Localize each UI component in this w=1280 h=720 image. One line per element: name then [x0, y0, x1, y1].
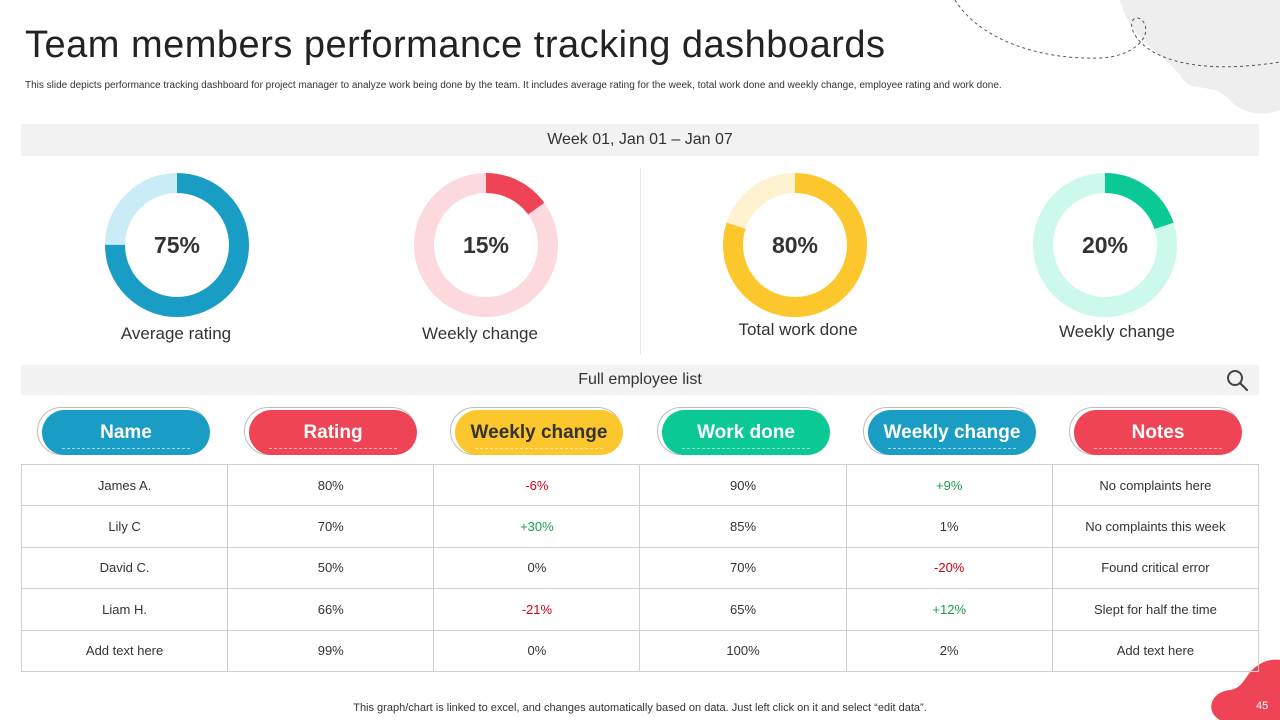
weekly-change-metric: 15% Weekly change	[385, 170, 585, 350]
cell-weekly-change: +12%	[845, 588, 1053, 631]
cell-weekly-change: -21%	[433, 588, 641, 631]
metric-label: Weekly change	[1059, 322, 1175, 341]
pill-decoration	[888, 448, 1016, 449]
cell-notes: Slept for half the time	[1051, 588, 1260, 631]
metric-value: 75%	[153, 231, 201, 258]
donut-chart	[414, 173, 558, 317]
cell-rating: 50%	[227, 546, 435, 590]
cell-work-done: 100%	[639, 629, 847, 672]
average-rating-metric: 75% Average rating	[76, 170, 276, 350]
cell-notes: Found critical error	[1051, 546, 1260, 590]
cell-weekly-change: +30%	[433, 505, 641, 548]
page-title: Team members performance tracking dashbo…	[25, 24, 886, 66]
column-header-label: Weekly change	[470, 421, 608, 443]
donut-chart	[105, 173, 249, 317]
metric-value: 15%	[462, 231, 510, 258]
table-row[interactable]: David C. 50% 0% 70% -20% Found critical …	[20, 546, 1260, 590]
cell-name: Lily C	[20, 505, 229, 548]
decorative-corner-shape	[954, 0, 1280, 114]
cell-work-done: 70%	[639, 546, 847, 590]
pill-decoration	[62, 448, 190, 449]
cell-name: Liam H.	[20, 588, 229, 631]
employee-list-label: Full employee list	[578, 371, 702, 388]
employee-list-band: Full employee list	[21, 365, 1259, 395]
metric-value: 80%	[771, 231, 819, 258]
cell-notes: Add text here	[1051, 629, 1260, 672]
cell-weekly-change: -20%	[845, 546, 1053, 590]
column-header-label: Rating	[303, 421, 363, 443]
cell-weekly-change: 1%	[845, 505, 1053, 548]
total-work-done-metric: 80% Total work done	[694, 170, 894, 350]
column-header-weekly-change[interactable]: Weekly change	[450, 407, 627, 458]
decorative-corner-shape	[1211, 659, 1280, 720]
cell-weekly-change: -6%	[433, 463, 641, 507]
column-header-work-done[interactable]: Work done	[657, 407, 834, 458]
pill-decoration	[269, 448, 397, 449]
metric-label: Total work done	[738, 320, 858, 339]
cell-work-done: 85%	[639, 505, 847, 548]
employee-table: James A. 80% -6% 90% +9% No complaints h…	[20, 463, 1260, 672]
cell-name: David C.	[20, 546, 229, 590]
column-header-name[interactable]: Name	[37, 407, 214, 458]
cell-rating: 99%	[227, 629, 435, 672]
cell-name: James A.	[20, 463, 229, 507]
cell-weekly-change: 0%	[433, 629, 641, 672]
week-label: Week 01, Jan 01 – Jan 07	[547, 131, 733, 148]
table-row[interactable]: James A. 80% -6% 90% +9% No complaints h…	[20, 463, 1260, 507]
section-divider	[640, 168, 641, 354]
week-band: Week 01, Jan 01 – Jan 07	[21, 124, 1259, 156]
cell-notes: No complaints this week	[1051, 505, 1260, 548]
column-header-rating[interactable]: Rating	[244, 407, 421, 458]
metric-value: 20%	[1081, 231, 1129, 258]
column-header-label: Name	[100, 421, 152, 443]
metric-label: Weekly change	[422, 324, 538, 343]
column-header-weekly-change[interactable]: Weekly change	[863, 407, 1040, 458]
donut-chart	[723, 173, 867, 317]
cell-rating: 80%	[227, 463, 435, 507]
cell-notes: No complaints here	[1051, 463, 1260, 507]
pill-decoration	[475, 448, 603, 449]
table-row[interactable]: Lily C 70% +30% 85% 1% No complaints thi…	[20, 505, 1260, 548]
table-row[interactable]: Liam H. 66% -21% 65% +12% Slept for half…	[20, 588, 1260, 631]
cell-weekly-change: 0%	[433, 546, 641, 590]
column-header-notes[interactable]: Notes	[1069, 407, 1246, 458]
cell-rating: 70%	[227, 505, 435, 548]
metric-label: Average rating	[120, 324, 232, 343]
weekly-change-metric: 20% Weekly change	[1004, 170, 1204, 350]
pill-decoration	[682, 448, 810, 449]
pill-decoration	[1094, 448, 1222, 449]
donut-chart	[1033, 173, 1177, 317]
page-number: 45	[1256, 700, 1269, 712]
column-header-label: Weekly change	[883, 421, 1021, 443]
column-header-label: Notes	[1131, 421, 1185, 443]
table-row[interactable]: Add text here 99% 0% 100% 2% Add text he…	[20, 629, 1260, 672]
cell-work-done: 90%	[639, 463, 847, 507]
page-subtitle: This slide depicts performance tracking …	[25, 80, 1002, 91]
cell-rating: 66%	[227, 588, 435, 631]
footer-note: This graph/chart is linked to excel, and…	[353, 702, 927, 714]
cell-work-done: 65%	[639, 588, 847, 631]
search-icon[interactable]	[1225, 368, 1249, 392]
cell-weekly-change: 2%	[845, 629, 1053, 672]
cell-name: Add text here	[20, 629, 229, 672]
cell-weekly-change: +9%	[845, 463, 1053, 507]
column-header-label: Work done	[697, 421, 795, 443]
